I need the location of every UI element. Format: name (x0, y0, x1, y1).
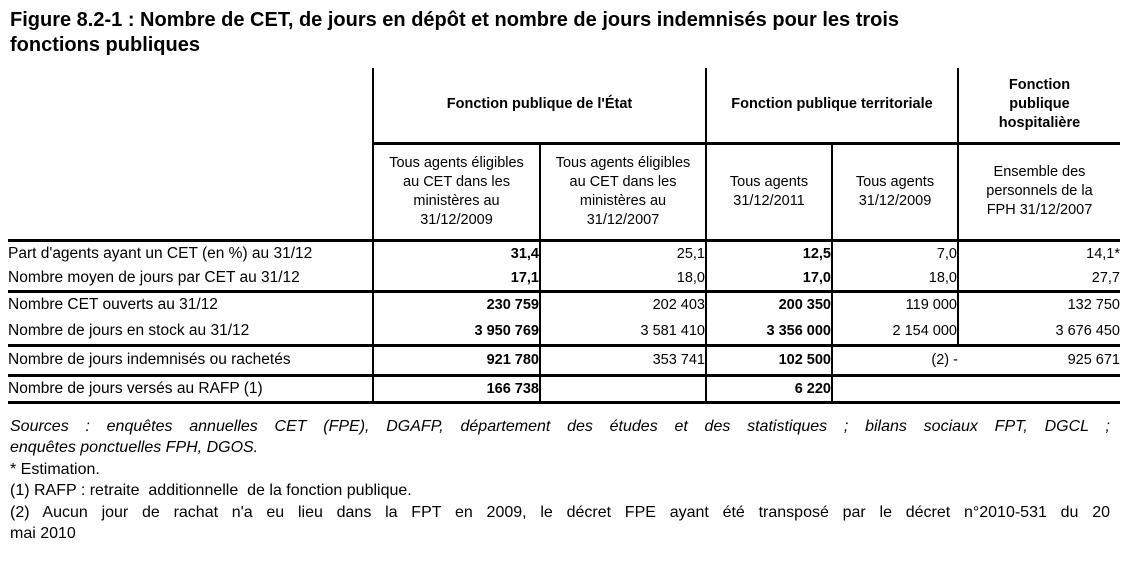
table-row-part-agents-cet: Part d'agents ayant un CET (en %) au 31/… (8, 240, 1120, 266)
row-label: Nombre de jours en stock au 31/12 (8, 318, 373, 347)
value-cell: 27,7 (957, 266, 1120, 293)
sources-note: Sources : enquêtes annuelles CET (FPE), … (10, 416, 1110, 459)
group-header-fpe: Fonction publique de l'État (372, 68, 706, 145)
sources-note-line-2: enquêtes ponctuelles FPH, DGOS. (10, 439, 259, 456)
value-cell: 166 738 (372, 375, 540, 404)
footnote-2-line-2: mai 2010 (10, 525, 76, 542)
table-row-jours-rafp: Nombre de jours versés au RAFP (1) 166 7… (8, 375, 1120, 404)
value-cell: 119 000 (831, 291, 958, 318)
row-label: Nombre CET ouverts au 31/12 (8, 296, 218, 314)
sources-note-line-1: Sources : enquêtes annuelles CET (FPE), … (10, 417, 1110, 435)
row-label: Nombre de jours versés au RAFP (1) (8, 375, 373, 404)
value-cell: 18,0 (831, 266, 958, 293)
group-header-fpt: Fonction publique territoriale (705, 68, 958, 145)
footnote-1-rafp: (1) RAFP : retraite additionnelle de la … (10, 482, 412, 499)
value-cell: 2 154 000 (831, 318, 958, 347)
value-cell: (2) - (831, 345, 958, 377)
column-header-fpt-2009: Tous agents 31/12/2009 (831, 143, 958, 242)
value-cell: 18,0 (539, 266, 706, 293)
value-cell: 17,1 (372, 266, 540, 293)
value-cell: 14,1* (957, 240, 1120, 266)
table-row-jours-en-stock: Nombre de jours en stock au 31/12 3 950 … (8, 318, 1120, 347)
value-cell: 31,4 (372, 240, 540, 266)
value-cell: 925 671 (958, 345, 1120, 377)
column-header-row: Tous agents éligibles au CET dans les mi… (8, 143, 1120, 242)
value-cell: 230 759 (372, 291, 540, 318)
value-cell: 3 356 000 (705, 318, 832, 347)
estimation-note: * Estimation. (10, 460, 100, 478)
footnote-2-line-1: (2) Aucun jour de rachat n'a eu lieu dan… (10, 503, 1110, 521)
figure-title-line-1: Figure 8.2-1 : Nombre de CET, de jours e… (10, 9, 900, 31)
row-label: Nombre moyen de jours par CET au 31/12 (8, 266, 373, 293)
value-cell: 12,5 (705, 240, 832, 266)
cet-table: Fonction publique de l'État Fonction pub… (8, 68, 1120, 404)
value-cell (958, 375, 1120, 404)
figure-title: Figure 8.2-1 : Nombre de CET, de jours e… (10, 8, 1126, 58)
value-cell: 353 741 (539, 345, 706, 377)
column-header-fpe-2009: Tous agents éligibles au CET dans les mi… (372, 143, 540, 242)
footnote-2-rachat: (2) Aucun jour de rachat n'a eu lieu dan… (10, 502, 1110, 545)
corner-blank-cell (8, 68, 373, 143)
group-header-fph: Fonction publique hospitalière (957, 68, 1120, 145)
value-cell: 3 950 769 (372, 318, 540, 347)
value-cell: 102 500 (705, 345, 832, 377)
value-cell: 25,1 (539, 240, 706, 266)
group-header-row: Fonction publique de l'État Fonction pub… (8, 68, 1120, 145)
table-row-jours-indemnises: Nombre de jours indemnisés ou rachetés 9… (8, 345, 1120, 377)
value-cell: 3 581 410 (539, 318, 706, 347)
value-cell: 921 780 (372, 345, 540, 377)
value-cell (539, 375, 706, 404)
value-cell: 3 676 450 (957, 318, 1120, 347)
document-page: { "page": { "background": "#ffffff", "te… (0, 8, 1126, 570)
column-header-fpt-2011: Tous agents 31/12/2011 (705, 143, 832, 242)
column-header-fpe-2007: Tous agents éligibles au CET dans les mi… (539, 143, 706, 242)
corner-blank-cell (8, 143, 373, 242)
table-row-cet-ouverts: Nombre CET ouverts au 31/12 230 759 202 … (8, 291, 1120, 318)
value-cell: 202 403 (539, 291, 706, 318)
value-cell: 17,0 (705, 266, 832, 293)
value-cell (831, 375, 958, 404)
value-cell: 6 220 (705, 375, 832, 404)
column-header-fph-2007: Ensemble des personnels de la FPH 31/12/… (957, 143, 1120, 242)
row-label: Part d'agents ayant un CET (en %) au 31/… (8, 244, 313, 262)
row-label: Nombre de jours indemnisés ou rachetés (8, 345, 373, 377)
value-cell: 200 350 (705, 291, 832, 318)
value-cell: 132 750 (957, 291, 1120, 318)
figure-title-line-2: fonctions publiques (10, 34, 200, 56)
table-row-jours-moyens: Nombre moyen de jours par CET au 31/12 1… (8, 266, 1120, 293)
value-cell: 7,0 (831, 240, 958, 266)
footnotes: Sources : enquêtes annuelles CET (FPE), … (10, 416, 1110, 545)
